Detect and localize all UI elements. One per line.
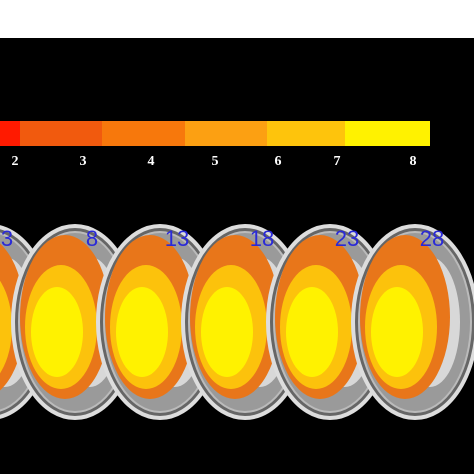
slice-label: 23	[335, 226, 359, 251]
colorbar	[0, 121, 430, 146]
top-band	[0, 0, 474, 38]
colorbar-label: 7	[334, 154, 341, 169]
slice-label: 13	[165, 226, 189, 251]
colorbar-segment	[267, 121, 345, 146]
slice-label: 18	[250, 226, 274, 251]
colorbar-segment	[102, 121, 185, 146]
slice-label: 8	[86, 226, 98, 251]
colorbar-label: 6	[275, 154, 282, 169]
activation	[275, 235, 375, 399]
activation-core	[31, 287, 83, 377]
activation-core	[116, 287, 168, 377]
activation-core	[201, 287, 253, 377]
colorbar-label: 8	[410, 154, 417, 169]
brain-slice: 28	[351, 224, 474, 420]
colorbar-label: 5	[212, 154, 219, 169]
activation	[360, 235, 460, 399]
colorbar-label: 3	[80, 154, 87, 169]
colorbar-segment	[345, 121, 430, 146]
brain-slices: 3 8 13 18 23 28	[0, 224, 474, 420]
colorbar-segment	[20, 121, 102, 146]
activation-core	[286, 287, 338, 377]
activation-core	[371, 287, 423, 377]
slice-label: 3	[1, 226, 13, 251]
activation	[105, 235, 205, 399]
colorbar-label: 4	[148, 154, 155, 169]
colorbar-segment	[185, 121, 267, 146]
colorbar-label: 2	[12, 154, 19, 169]
colorbar-segment	[0, 121, 20, 146]
colorbar-labels: 2 3 4 5 6 7 8	[12, 154, 417, 169]
slice-label: 28	[420, 226, 444, 251]
